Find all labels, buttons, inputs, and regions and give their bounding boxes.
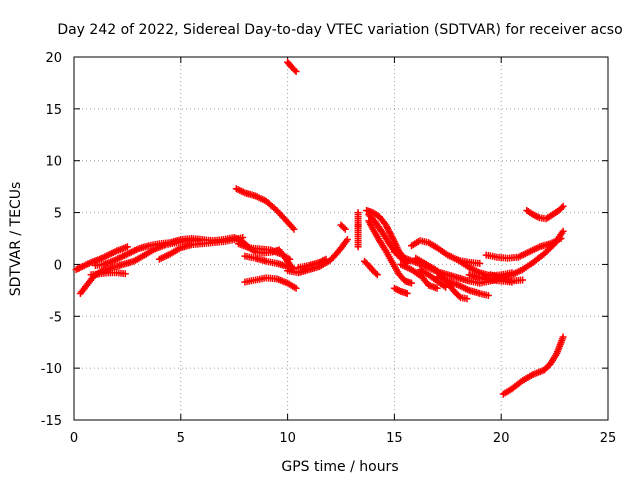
x-tick-label: 0 xyxy=(70,431,78,446)
data-point xyxy=(290,225,298,233)
x-tick-label: 5 xyxy=(177,431,185,446)
data-point xyxy=(519,276,527,284)
series-track-09 xyxy=(284,58,300,75)
series-track-05 xyxy=(155,234,247,263)
series-track-07 xyxy=(235,240,294,263)
y-tick-label: 15 xyxy=(45,103,62,118)
x-axis-label: GPS time / hours xyxy=(281,459,398,475)
data-point xyxy=(239,234,247,241)
data-markers xyxy=(72,58,567,398)
data-point xyxy=(372,269,380,277)
series-track-21 xyxy=(397,260,441,292)
series-track-30 xyxy=(487,271,527,285)
series-track-29 xyxy=(476,227,567,287)
series-track-24 xyxy=(433,273,492,299)
y-tick-label: 5 xyxy=(54,207,62,222)
data-point xyxy=(559,202,567,210)
data-point xyxy=(292,284,300,292)
data-point xyxy=(343,236,351,243)
data-point xyxy=(403,290,411,297)
series-track-31 xyxy=(523,202,567,223)
series-track-25 xyxy=(416,266,450,291)
data-point xyxy=(121,270,129,278)
y-tick-label: 20 xyxy=(45,51,62,66)
data-point xyxy=(463,295,471,303)
data-point xyxy=(559,333,567,341)
data-point xyxy=(408,279,415,287)
data-point xyxy=(292,68,300,75)
series-track-19 xyxy=(390,284,411,297)
chart-title: Day 242 of 2022, Sidereal Day-to-day VTE… xyxy=(57,22,622,38)
y-tick-label: 0 xyxy=(54,258,62,273)
tick-labels: 0 5 10 15 20 25 -15 -10 -5 0 5 10 15 20 xyxy=(41,51,617,446)
series-track-13 xyxy=(337,221,349,233)
plot-border xyxy=(73,56,609,421)
series-track-14 xyxy=(354,209,362,251)
series-track-12 xyxy=(294,255,330,271)
data-point xyxy=(341,225,349,233)
y-tick-label: -5 xyxy=(49,310,62,325)
data-point xyxy=(484,292,492,299)
y-axis-label: SDTVAR / TECUs xyxy=(8,182,24,297)
y-tick-label: -10 xyxy=(41,362,62,377)
data-point xyxy=(433,284,441,292)
data-point xyxy=(558,204,566,212)
data-point xyxy=(354,243,362,251)
series-track-08 xyxy=(241,274,300,292)
series-track-16 xyxy=(365,217,415,287)
series-track-06 xyxy=(241,252,298,273)
data-point xyxy=(373,271,381,279)
x-tick-label: 15 xyxy=(386,431,403,446)
data-point xyxy=(286,255,294,263)
series-track-03 xyxy=(87,269,129,279)
series-track-22 xyxy=(408,237,484,267)
grid-lines xyxy=(74,57,608,420)
data-point xyxy=(476,259,484,267)
x-tick-label: 20 xyxy=(493,431,510,446)
series-track-01 xyxy=(72,243,131,274)
y-tick-label: 10 xyxy=(45,155,62,170)
x-tick-label: 10 xyxy=(279,431,296,446)
y-tick-label: -15 xyxy=(41,414,62,429)
x-tick-label: 25 xyxy=(600,431,617,446)
data-point xyxy=(559,227,567,235)
series-track-32 xyxy=(499,333,567,398)
data-point xyxy=(291,66,299,74)
series-track-11 xyxy=(284,236,351,277)
data-point xyxy=(340,224,348,232)
data-point xyxy=(123,243,131,251)
data-point xyxy=(442,283,450,291)
series-track-10 xyxy=(232,185,298,233)
data-point xyxy=(322,255,330,263)
series-track-18 xyxy=(361,257,381,279)
